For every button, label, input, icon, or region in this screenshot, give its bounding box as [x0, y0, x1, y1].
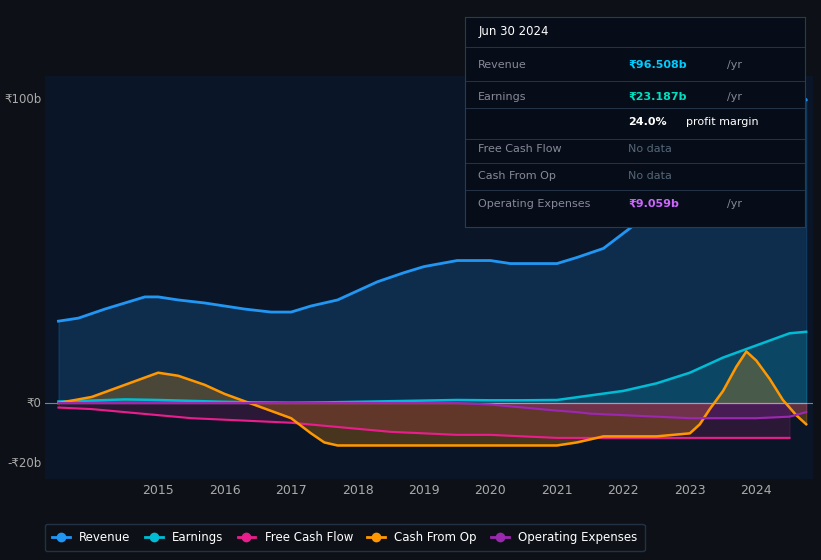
Legend: Revenue, Earnings, Free Cash Flow, Cash From Op, Operating Expenses: Revenue, Earnings, Free Cash Flow, Cash …: [45, 524, 644, 551]
Text: ₹0: ₹0: [26, 396, 41, 409]
Text: profit margin: profit margin: [686, 117, 759, 127]
Text: ₹96.508b: ₹96.508b: [628, 60, 687, 70]
Text: No data: No data: [628, 171, 672, 181]
Text: Earnings: Earnings: [479, 92, 527, 101]
Text: Jun 30 2024: Jun 30 2024: [479, 25, 548, 38]
Text: 24.0%: 24.0%: [628, 117, 667, 127]
Text: /yr: /yr: [727, 92, 742, 101]
Text: No data: No data: [628, 144, 672, 154]
Text: Free Cash Flow: Free Cash Flow: [479, 144, 562, 154]
Text: -₹20b: -₹20b: [7, 457, 41, 470]
Text: ₹23.187b: ₹23.187b: [628, 92, 686, 101]
Text: ₹100b: ₹100b: [4, 94, 41, 106]
Text: ₹9.059b: ₹9.059b: [628, 199, 679, 209]
Text: Revenue: Revenue: [479, 60, 527, 70]
Text: /yr: /yr: [727, 199, 742, 209]
Text: /yr: /yr: [727, 60, 742, 70]
Text: Cash From Op: Cash From Op: [479, 171, 556, 181]
Text: Operating Expenses: Operating Expenses: [479, 199, 590, 209]
